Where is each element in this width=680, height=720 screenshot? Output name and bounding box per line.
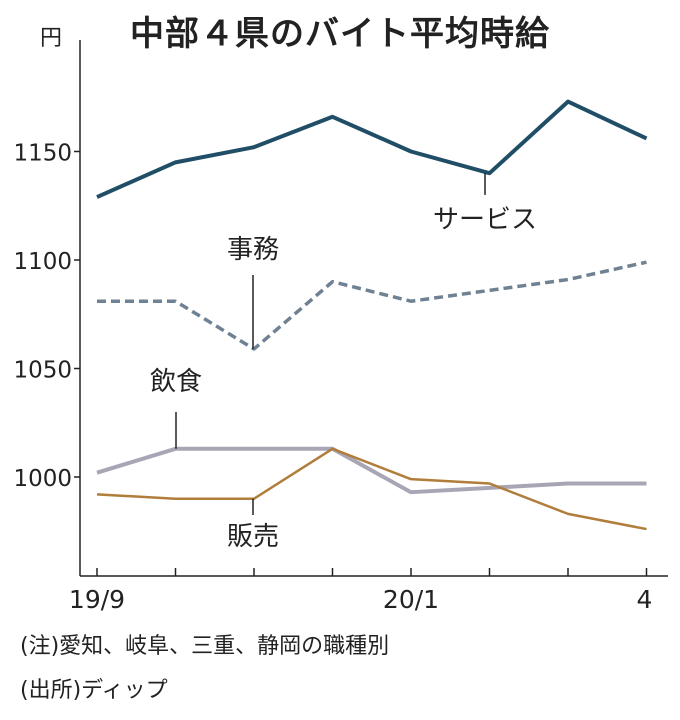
series-line-3 <box>96 447 647 531</box>
y-tick-label: 1150 <box>13 141 72 167</box>
source: (出所)ディップ <box>20 678 168 703</box>
x-tick-label: 20/1 <box>383 585 439 614</box>
series-label: 販売 <box>227 522 279 552</box>
y-tick-label: 1100 <box>13 249 72 275</box>
note: (注)愛知、岐阜、三重、静岡の職種別 <box>20 634 390 659</box>
series-label: 飲食 <box>150 367 202 397</box>
y-tick-label: 1000 <box>13 466 72 492</box>
series-line-1 <box>97 260 647 351</box>
series-line-0 <box>96 99 648 199</box>
series-line-2 <box>96 446 647 495</box>
y-axis-label: 円 <box>40 26 62 51</box>
chart-title: 中部４県のバイト平均時給 <box>130 14 550 54</box>
series-label: サービス <box>433 205 537 235</box>
x-tick-label: 4 <box>637 585 653 614</box>
y-tick-label: 1050 <box>13 358 72 384</box>
series-label: 事務 <box>227 235 279 265</box>
x-tick-label: 19/9 <box>69 585 125 614</box>
